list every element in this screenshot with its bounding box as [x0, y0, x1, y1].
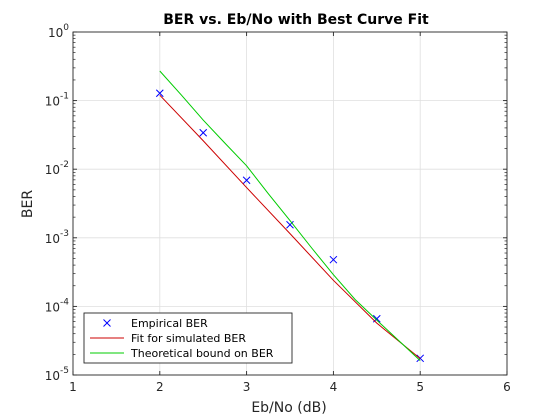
marker-stroke [329, 255, 338, 264]
legend-entry: Empirical BER [103, 317, 208, 330]
axes [72, 31, 508, 376]
series-line-2 [159, 94, 421, 360]
marker-stroke [242, 176, 251, 185]
legend-label: Empirical BER [131, 317, 208, 330]
y-axis-label: BER [20, 190, 36, 218]
data-point [199, 128, 208, 137]
y-tick-label: 10-3 [45, 229, 69, 246]
series-layer [155, 70, 425, 363]
legend-marker [103, 319, 111, 327]
marker-stroke [286, 220, 294, 229]
data-point [155, 89, 164, 98]
y-tick-label: 10-2 [45, 160, 69, 177]
series-line-3 [159, 70, 421, 361]
x-tick-label: 6 [503, 380, 511, 394]
y-tick-label: 10-4 [45, 297, 70, 314]
legend-label: Theoretical bound on BER [130, 347, 274, 360]
marker-stroke [199, 128, 208, 137]
legend-entry: Theoretical bound on BER [90, 347, 274, 360]
y-tick-label: 10-5 [45, 366, 69, 383]
legend: Empirical BER Fit for simulated BER Theore… [83, 312, 293, 364]
chart-title: BER vs. Eb/No with Best Curve Fit [163, 12, 429, 28]
x-tick-label: 5 [416, 380, 424, 394]
x-axis-label: Eb/No (dB) [251, 400, 326, 416]
x-tick-label: 2 [156, 380, 164, 394]
data-point [242, 176, 251, 185]
data-point [286, 220, 294, 229]
tick-labels: 1 2 3 4 5 6 100 10-1 10-2 10-3 10-4 10-5 [45, 23, 511, 394]
axes-box [72, 31, 508, 376]
x-tick-label: 3 [243, 380, 251, 394]
legend-label: Fit for simulated BER [131, 332, 246, 345]
x-tick-label: 4 [330, 380, 338, 394]
legend-entry: Fit for simulated BER [90, 332, 246, 345]
x-tick-label: 1 [69, 380, 77, 394]
y-tick-label: 10-1 [45, 92, 69, 109]
y-tick-label: 100 [48, 23, 69, 40]
data-point [329, 255, 338, 264]
marker-stroke [155, 89, 164, 98]
